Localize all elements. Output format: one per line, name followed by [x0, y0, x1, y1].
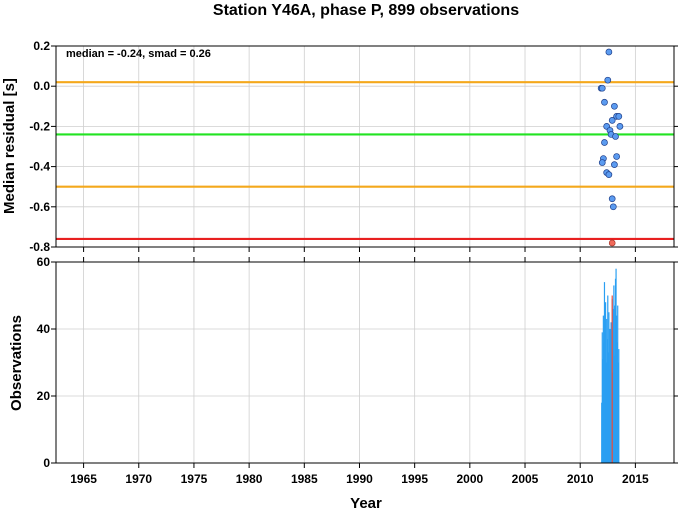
year-x-tick-label: 1995: [401, 472, 428, 486]
observations-y-tick-label: 40: [37, 322, 51, 336]
residual-point: [601, 98, 608, 106]
year-x-tick-label: 1965: [70, 472, 97, 486]
year-x-tick-label: 2010: [567, 472, 594, 486]
residual-point: [613, 153, 620, 160]
year-x-tick-label: 1990: [346, 472, 373, 486]
residual-point: [611, 102, 618, 110]
year-x-tick-label: 1970: [125, 472, 152, 486]
observations-plot-frame: [55, 261, 675, 464]
observations-y-tick-label: 60: [37, 255, 51, 269]
observations-y-tick-label: 0: [43, 456, 50, 470]
residual-point: [615, 112, 623, 120]
residual-outlier-point: [608, 239, 616, 247]
residual-point: [611, 161, 618, 168]
residual-point: [605, 171, 613, 178]
year-x-tick-label: 2005: [512, 472, 539, 486]
residual-panel: 0.2 0.0 -0.2 -0.4 -0.6 -0.8 median = -0.24, s…: [1, 39, 678, 254]
residual-point: [598, 84, 606, 92]
residual-point: [608, 195, 616, 203]
residual-reference-lines: [56, 81, 674, 241]
year-x-tick-label: 1985: [291, 472, 318, 486]
year-x-tick-label: 1975: [181, 472, 208, 486]
residual-point: [609, 203, 617, 211]
residual-plot-frame: [55, 45, 675, 248]
residual-y-tick-label: -0.4: [29, 160, 50, 174]
residual-y-tick-label: -0.2: [29, 119, 50, 133]
residual-point: [604, 76, 612, 84]
observations-panel: 0 20 40 60 1965 1970 1975 1980 1985 1990 1995 2000…: [8, 255, 678, 511]
year-x-tick-label: 1980: [236, 472, 263, 486]
residual-point: [601, 139, 608, 146]
residual-y-tick-label: 0.2: [33, 39, 50, 53]
residual-y-tick-label: -0.6: [29, 200, 50, 214]
observations-y-tick-label: 20: [37, 389, 51, 403]
observation-bar: [618, 349, 620, 463]
chart-title: Station Y46A, phase P, 899 observations: [213, 2, 519, 19]
year-x-axis-label: Year: [350, 495, 382, 511]
residual-y-axis-label: Median residual [s]: [1, 78, 18, 214]
median-smad-annotation: median = -0.24, smad = 0.26: [66, 48, 211, 60]
year-x-tick-label: 2000: [456, 472, 483, 486]
residual-point: [608, 117, 616, 124]
observation-bar-highlight: [611, 295, 613, 463]
residual-y-ticks: 0.2 0.0 -0.2 -0.4 -0.6 -0.8: [29, 39, 678, 254]
residual-points: [597, 48, 624, 247]
residual-y-tick-label: -0.8: [29, 240, 50, 254]
residual-y-tick-label: 0.0: [33, 79, 50, 93]
residual-point: [598, 159, 606, 166]
residual-point: [616, 123, 624, 130]
observations-y-axis-label: Observations: [8, 315, 25, 411]
residual-point: [605, 48, 613, 56]
observations-bars: [601, 268, 620, 463]
observations-y-ticks: 0 20 40 60: [37, 255, 678, 470]
year-x-tick-label: 2015: [622, 472, 649, 486]
residual-point: [612, 133, 619, 140]
year-x-ticks: 1965 1970 1975 1980 1985 1990 1995 2000 2005 2010…: [70, 463, 649, 486]
